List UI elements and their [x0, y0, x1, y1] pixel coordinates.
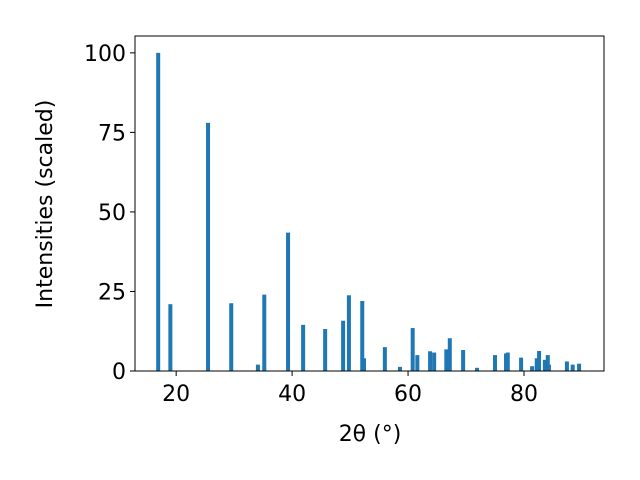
- bar: [229, 303, 234, 371]
- y-tick-label: 0: [112, 360, 126, 385]
- bar: [537, 350, 542, 371]
- bar: [410, 328, 415, 371]
- bar: [262, 294, 267, 371]
- bar: [361, 358, 366, 371]
- bar: [444, 349, 449, 371]
- x-tick-label: 20: [162, 382, 190, 407]
- bar: [475, 367, 480, 371]
- bar: [286, 232, 291, 371]
- y-tick-label: 25: [98, 280, 126, 305]
- bar: [360, 301, 365, 371]
- y-tick-label: 50: [98, 201, 126, 226]
- bar: [545, 355, 550, 371]
- bar: [301, 324, 306, 371]
- bar: [564, 361, 569, 371]
- x-tick-label: 60: [394, 382, 422, 407]
- bar: [255, 364, 260, 371]
- bar: [415, 355, 420, 371]
- bar: [519, 357, 524, 371]
- bar: [156, 52, 161, 371]
- bar: [168, 304, 173, 371]
- y-tick-label: 75: [98, 121, 126, 146]
- bar: [206, 122, 211, 371]
- bar: [493, 355, 498, 371]
- bar: [505, 352, 510, 371]
- bar: [447, 338, 452, 371]
- bar: [397, 366, 402, 371]
- bar: [382, 347, 387, 371]
- bar: [577, 363, 582, 371]
- y-tick-label: 100: [84, 42, 126, 67]
- x-axis-label: 2θ (°): [339, 422, 402, 447]
- bar: [570, 364, 575, 371]
- x-tick-label: 80: [510, 382, 538, 407]
- bar: [323, 329, 328, 371]
- y-axis-label: Intensities (scaled): [33, 100, 58, 309]
- bar: [341, 320, 346, 371]
- x-tick-label: 40: [278, 382, 306, 407]
- bar: [346, 295, 351, 371]
- bar: [542, 359, 547, 371]
- bar: [546, 364, 551, 371]
- plot-frame: [134, 35, 605, 372]
- bar: [428, 351, 433, 371]
- bar: [461, 350, 466, 371]
- bar: [432, 352, 437, 371]
- bar: [534, 358, 539, 371]
- bar: [530, 366, 535, 371]
